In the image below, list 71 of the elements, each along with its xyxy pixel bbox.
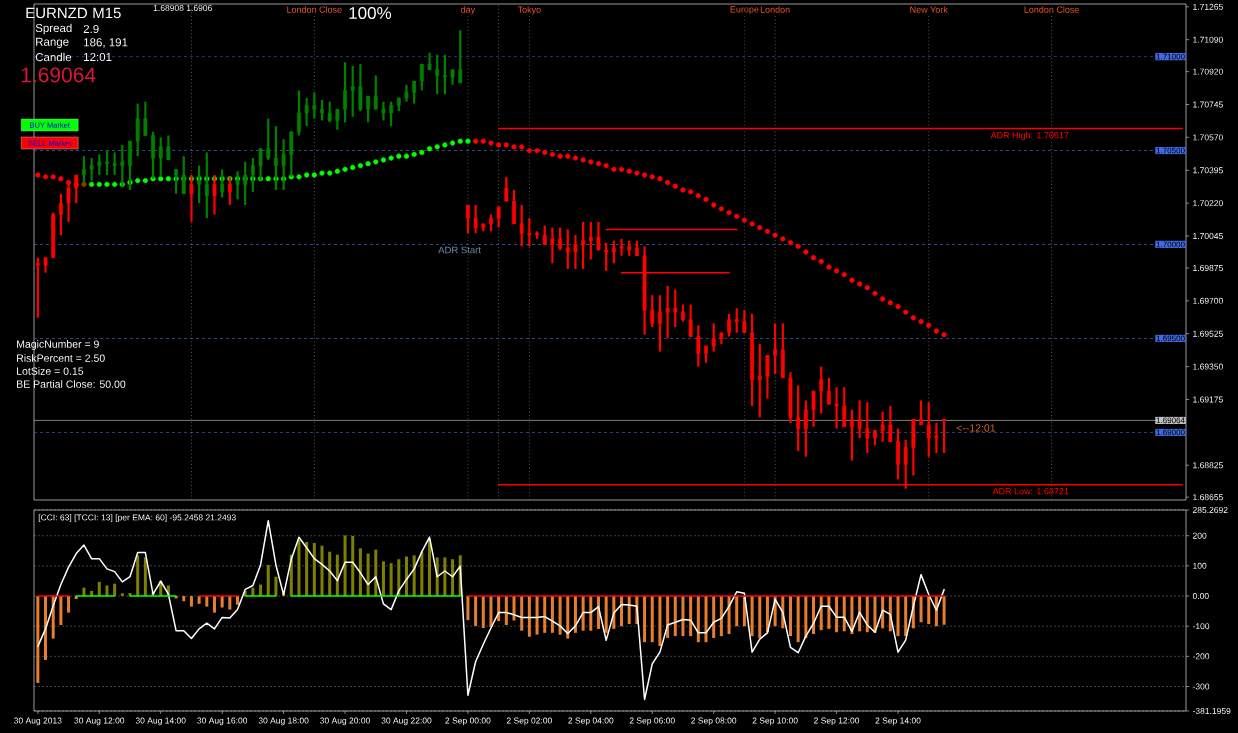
y-tick-label: 1.70045 xyxy=(1193,233,1223,240)
annotation: Candle xyxy=(35,52,72,62)
x-tick-label: 30 Aug 16:00 xyxy=(197,717,248,726)
ref-line-label: 1.71000 xyxy=(1156,53,1185,60)
x-tick-label: 2 Sep 00:00 xyxy=(445,717,491,726)
annotation: M15 xyxy=(93,7,121,19)
y-tick-label: 1.70220 xyxy=(1193,200,1223,207)
annotation: LotSize = 0.15 xyxy=(17,367,84,375)
y-tick-label: 1.70570 xyxy=(1193,134,1223,141)
chart-title: [CCI: 63] [TCCI: 13] [per EMA: 60] -95.2458 21.2493 xyxy=(38,514,236,523)
annotation: Range xyxy=(36,37,69,49)
annotation: Europe xyxy=(730,6,759,15)
y-tick-label: 1.71090 xyxy=(1193,36,1223,43)
y-tick-label: 1.69700 xyxy=(1193,297,1223,304)
annotation: London Close xyxy=(1024,6,1079,13)
series-label: ADR High: 1.70617 xyxy=(990,131,1069,141)
annotation: BE Partial Close: 50.00 xyxy=(17,380,126,388)
x-tick-label: 30 Aug 2013 xyxy=(14,717,62,726)
annotation: Tokyo xyxy=(517,6,541,15)
annotation: 100% xyxy=(349,6,392,20)
x-tick-label: 30 Aug 18:00 xyxy=(258,717,309,726)
ref-line-label: 1.70500 xyxy=(1156,147,1185,154)
y-tick-label: 1.68825 xyxy=(1193,462,1223,469)
x-tick-label: 2 Sep 02:00 xyxy=(506,717,552,726)
y-tick-label: 0.00 xyxy=(1192,593,1209,600)
x-tick-label: 2 Sep 06:00 xyxy=(629,717,675,726)
y-tick-label: -200 xyxy=(1192,653,1210,660)
series-label: ADR Low: 1.68721 xyxy=(992,487,1069,495)
y-tick-label: -300 xyxy=(1192,683,1210,690)
x-tick-label: 2 Sep 12:00 xyxy=(814,717,860,726)
annotation: 1.69064 xyxy=(21,67,96,83)
x-tick-label: 30 Aug 20:00 xyxy=(320,717,370,726)
y-tick-label: 1.69175 xyxy=(1193,396,1223,403)
x-tick-label: 2 Sep 10:00 xyxy=(752,717,798,726)
annotation: Spread xyxy=(35,23,72,35)
annotation: RiskPercent = 2.50 xyxy=(17,354,105,362)
annotation: 186, 191 xyxy=(84,38,128,48)
y-tick-label: 1.70395 xyxy=(1193,167,1223,174)
y-tick-label: 1.71265 xyxy=(1193,3,1223,10)
x-tick-label: 2 Sep 08:00 xyxy=(691,717,737,726)
annotation: day xyxy=(461,6,476,15)
annotation: London xyxy=(760,6,790,13)
ref-line-label: 1.69000 xyxy=(1156,429,1185,436)
x-tick-label: 30 Aug 22:00 xyxy=(381,717,432,726)
y-tick-label: -381.1959 xyxy=(1192,708,1231,714)
x-tick-label: 30 Aug 12:00 xyxy=(74,717,125,726)
y-tick-label: 1.69875 xyxy=(1193,264,1223,271)
y-tick-label: 200 xyxy=(1192,532,1207,539)
x-tick-label: 2 Sep 14:00 xyxy=(875,717,921,726)
annotation: <--12:01 xyxy=(956,424,996,432)
annotation: 2.9 xyxy=(83,24,99,34)
annotation: ADR Start xyxy=(438,246,481,254)
y-tick-label: 1.70745 xyxy=(1193,101,1223,108)
y-tick-label: 1.69350 xyxy=(1193,363,1223,370)
ref-line-label: 1.69500 xyxy=(1156,335,1185,342)
annotation: EURNZD xyxy=(26,7,87,19)
ref-line-label: 1.69064 xyxy=(1156,417,1185,424)
annotation: New York xyxy=(910,6,948,13)
x-tick-label: 2 Sep 04:00 xyxy=(568,717,614,726)
y-tick-label: 1.69525 xyxy=(1193,330,1223,337)
ref-line-label: 1.70000 xyxy=(1156,241,1185,248)
y-tick-label: 285.2692 xyxy=(1192,506,1228,513)
y-tick-label: 1.70920 xyxy=(1193,68,1223,75)
annotation: London Close xyxy=(287,6,342,13)
x-tick-label: 30 Aug 14:00 xyxy=(135,717,186,726)
y-tick-label: -100 xyxy=(1192,623,1210,630)
annotation: MagicNumber = 9 xyxy=(17,340,99,350)
annotation: 1.68908 1.6906 xyxy=(153,4,212,11)
y-tick-label: 1.68655 xyxy=(1193,494,1223,501)
annotation: 12:01 xyxy=(84,52,112,62)
y-tick-label: 100 xyxy=(1193,562,1207,569)
